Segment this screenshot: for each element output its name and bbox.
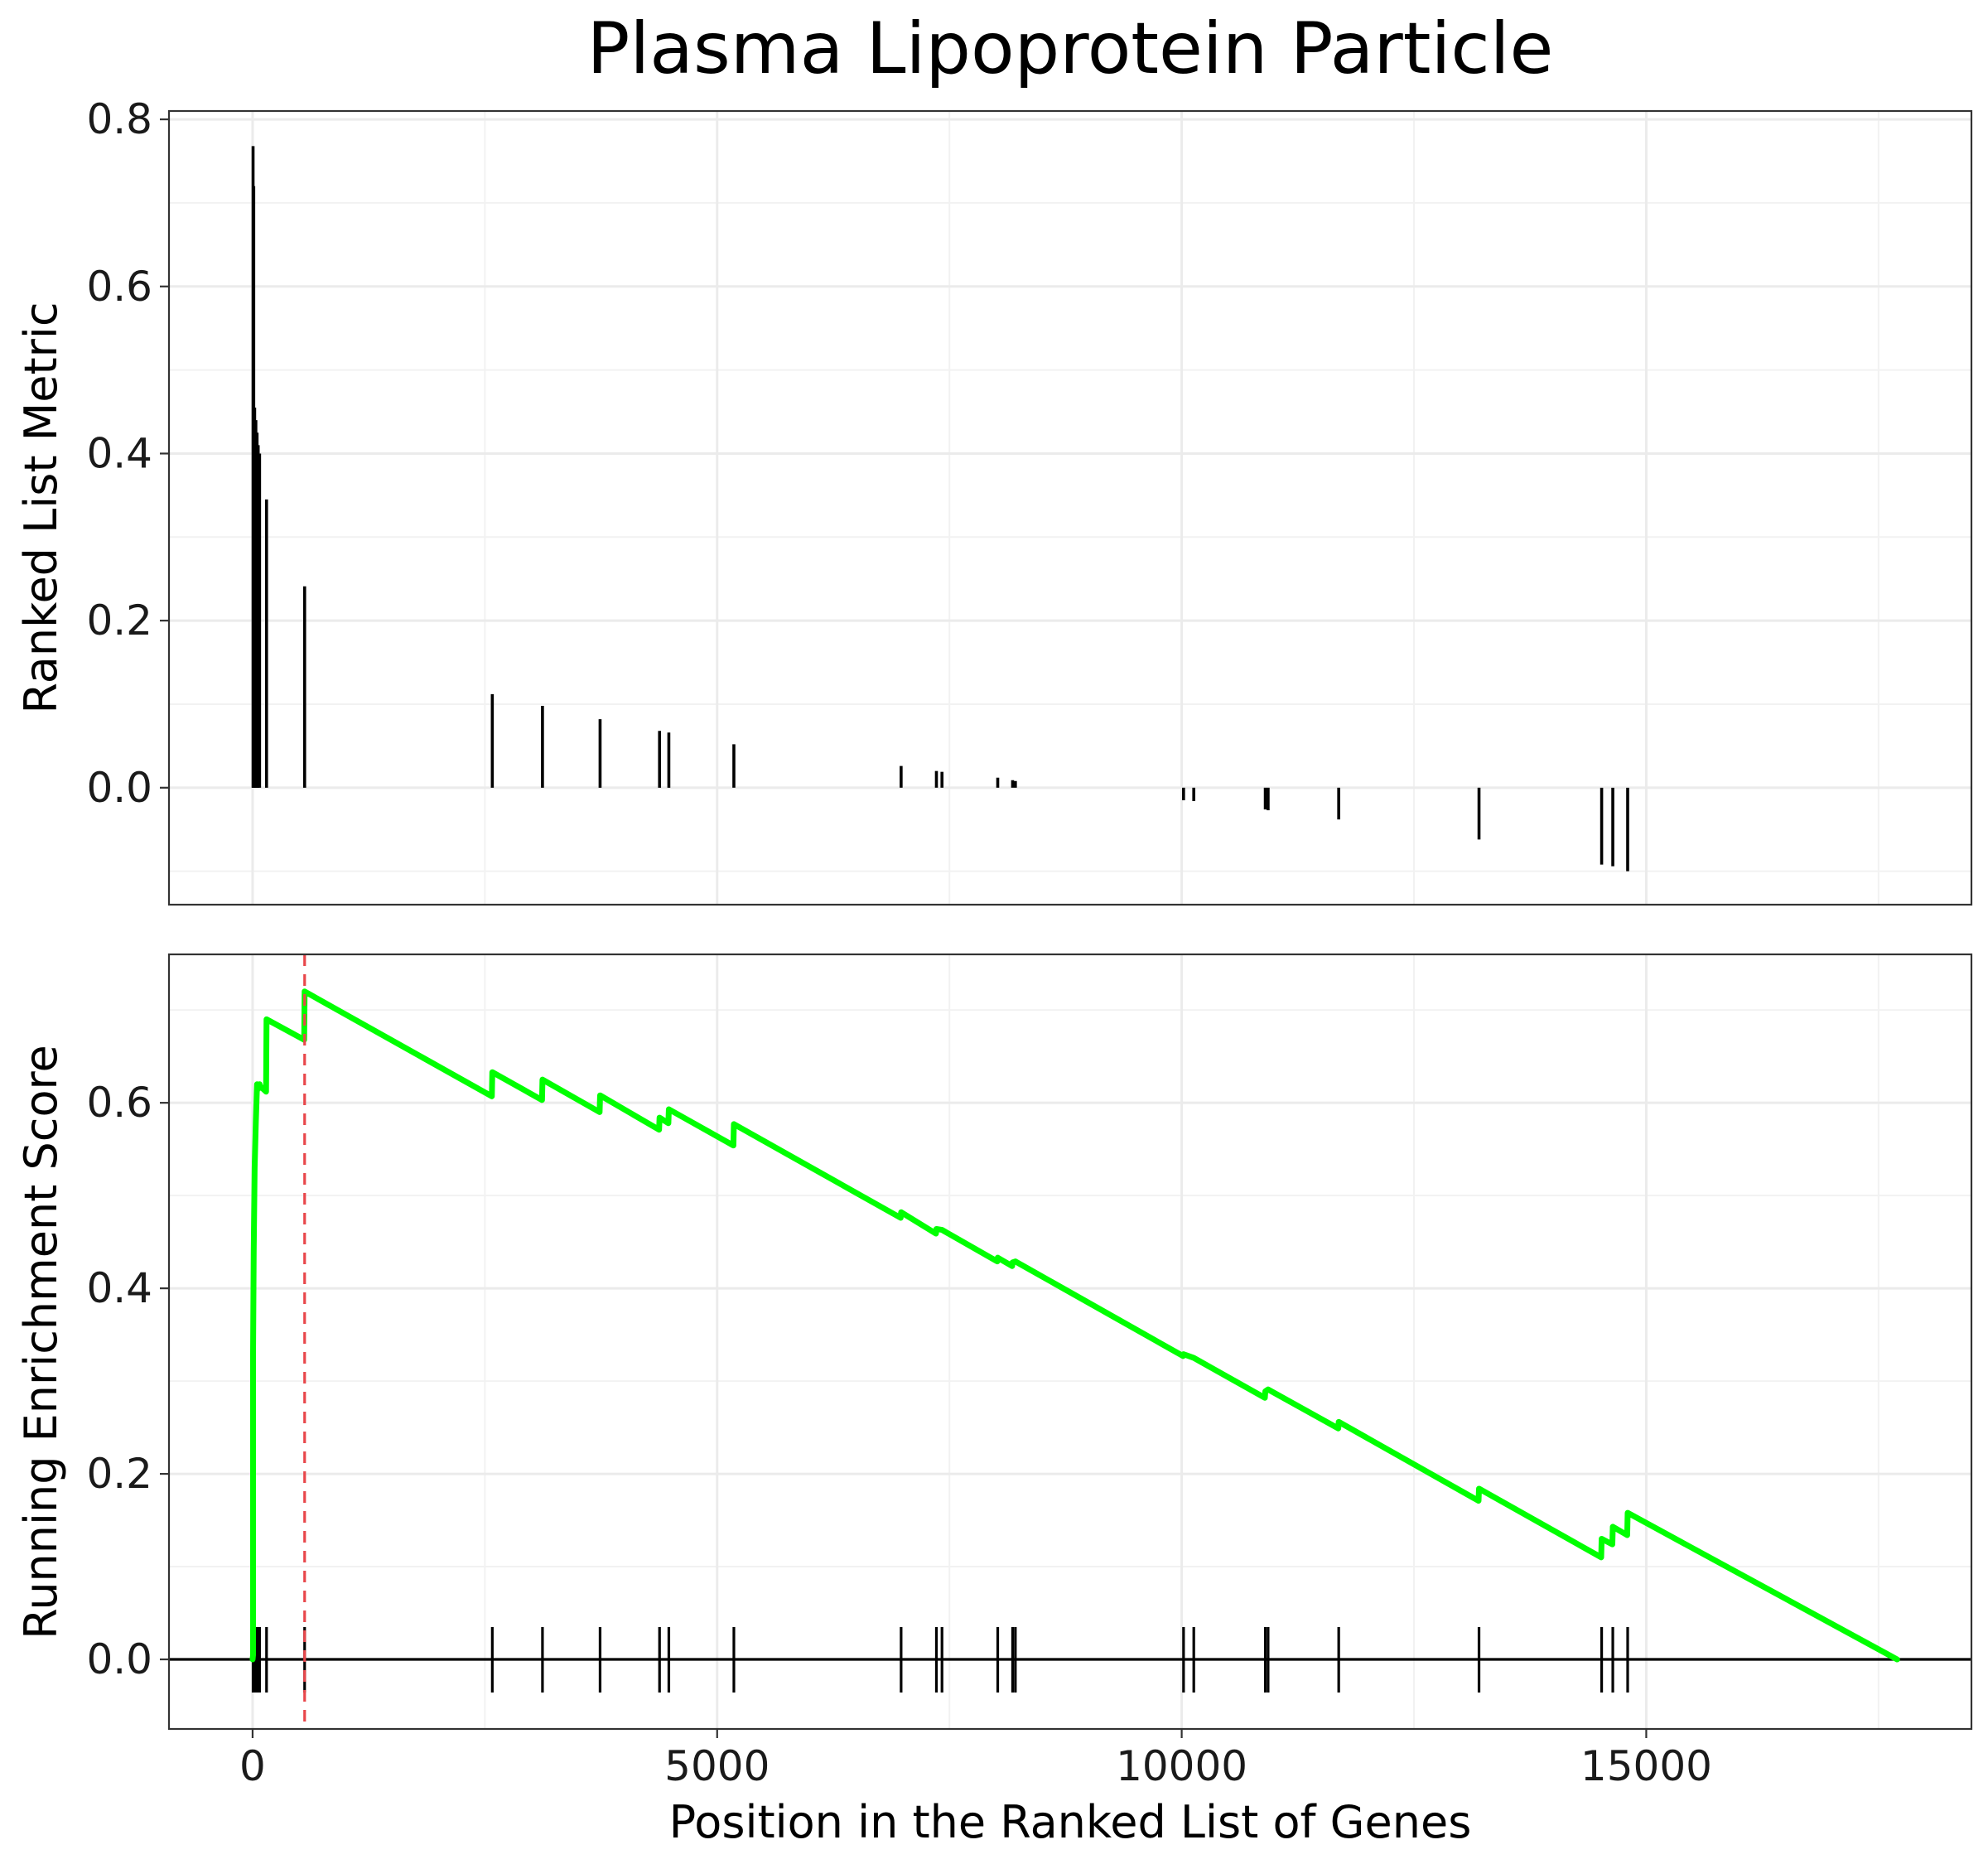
bottom-y-axis: 0.0 0.2 0.4 0.6 bbox=[86, 1079, 169, 1683]
x-tick-label: 0 bbox=[239, 1742, 266, 1790]
enrichment-score-panel: 0.0 0.2 0.4 0.6 0 5000 10000 15000 Running Enr… bbox=[15, 953, 1973, 1848]
y-tick-label: 0.0 bbox=[86, 1635, 152, 1683]
bottom-grid bbox=[169, 954, 1971, 1729]
ranked-metric-bars bbox=[251, 146, 1629, 872]
x-axis-title: Position in the Ranked List of Genes bbox=[669, 1796, 1472, 1848]
y-tick-label: 0.6 bbox=[86, 263, 152, 311]
y-tick-label: 0.8 bbox=[86, 95, 152, 143]
ranked-metric-panel: 0.0 0.2 0.4 0.6 0.8 Ranked List Metric bbox=[15, 95, 1973, 906]
x-tick-label: 15000 bbox=[1580, 1742, 1712, 1790]
top-y-axis-title: Ranked List Metric bbox=[15, 302, 67, 713]
bottom-y-axis-title: Running Enrichment Score bbox=[15, 1045, 67, 1639]
top-panel-border bbox=[167, 109, 1973, 906]
y-tick-label: 0.2 bbox=[86, 596, 152, 645]
y-tick-label: 0.6 bbox=[86, 1079, 152, 1127]
y-tick-label: 0.4 bbox=[86, 429, 152, 477]
y-tick-label: 0.2 bbox=[86, 1450, 152, 1498]
top-y-axis: 0.0 0.2 0.4 0.6 0.8 bbox=[86, 95, 169, 812]
enrichment-score-line bbox=[249, 988, 1900, 1663]
bottom-panel-border bbox=[167, 953, 1973, 1731]
bottom-x-axis: 0 5000 10000 15000 bbox=[239, 1729, 1712, 1790]
enrichment-content bbox=[169, 954, 1971, 1729]
chart-title: Plasma Lipoprotein Particle bbox=[587, 7, 1554, 90]
y-tick-label: 0.0 bbox=[86, 764, 152, 812]
x-tick-label: 10000 bbox=[1116, 1742, 1247, 1790]
x-tick-label: 5000 bbox=[664, 1742, 770, 1790]
y-tick-label: 0.4 bbox=[86, 1264, 152, 1312]
